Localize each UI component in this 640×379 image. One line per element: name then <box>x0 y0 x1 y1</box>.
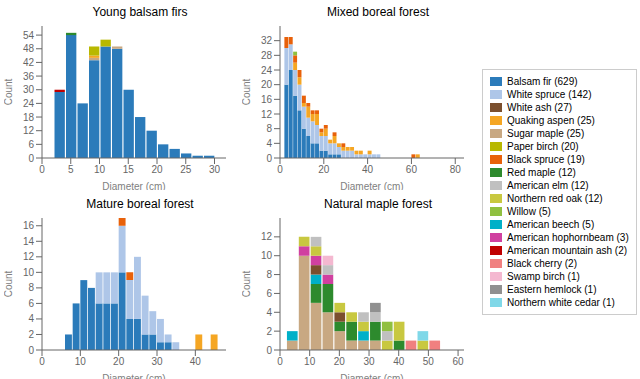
svg-text:0: 0 <box>39 164 45 175</box>
html-text:Quaking aspen (25): Quaking aspen (25) <box>507 114 595 126</box>
svg-text:Count: Count <box>8 270 14 297</box>
svg-text:6: 6 <box>266 288 272 299</box>
svg-text:Count: Count <box>242 78 252 105</box>
svg-text:2: 2 <box>28 329 34 340</box>
svg-text:Diameter (cm): Diameter (cm) <box>102 181 165 190</box>
html-text:White ash (27): White ash (27) <box>507 101 572 113</box>
svg-text:24: 24 <box>23 98 35 109</box>
svg-text:10: 10 <box>261 250 273 261</box>
html-text:Balsam fir (629): Balsam fir (629) <box>507 75 578 87</box>
html-text:Red maple (12): Red maple (12) <box>507 166 576 178</box>
svg-text:0: 0 <box>277 164 283 175</box>
svg-text:4: 4 <box>266 307 272 318</box>
svg-text:14: 14 <box>23 236 35 247</box>
svg-text:4: 4 <box>266 138 272 149</box>
svg-text:18: 18 <box>23 112 35 123</box>
svg-text:54: 54 <box>23 30 35 41</box>
svg-text:16: 16 <box>23 220 35 231</box>
html-text:White spruce (142): White spruce (142) <box>507 88 592 100</box>
svg-text:8: 8 <box>266 269 272 280</box>
svg-text:0: 0 <box>266 153 272 164</box>
svg-text:5: 5 <box>68 164 74 175</box>
html-text:American hophornbeam (3): American hophornbeam (3) <box>507 231 629 243</box>
svg-text:50: 50 <box>423 356 435 367</box>
svg-text:15: 15 <box>123 164 135 175</box>
html-text:Paper birch (20): Paper birch (20) <box>507 140 579 152</box>
html-text:American elm (12): American elm (12) <box>507 179 589 191</box>
svg-text:12: 12 <box>261 231 273 242</box>
html-text:American beech (5): American beech (5) <box>507 218 595 230</box>
svg-text:6: 6 <box>28 298 34 309</box>
svg-text:Count: Count <box>8 78 14 105</box>
svg-text:10: 10 <box>304 356 316 367</box>
svg-text:60: 60 <box>453 356 465 367</box>
svg-text:28: 28 <box>261 50 273 61</box>
html-text:Northern white cedar (1): Northern white cedar (1) <box>507 296 615 308</box>
svg-text:12: 12 <box>261 109 273 120</box>
svg-text:30: 30 <box>209 164 221 175</box>
svg-text:8: 8 <box>266 123 272 134</box>
svg-text:20: 20 <box>113 356 125 367</box>
html-text:Eastern hemlock (1): Eastern hemlock (1) <box>507 283 597 295</box>
svg-text:10: 10 <box>23 267 35 278</box>
svg-text:30: 30 <box>363 356 375 367</box>
svg-text:16: 16 <box>261 94 273 105</box>
svg-text:30: 30 <box>151 356 163 367</box>
svg-text:32: 32 <box>261 35 273 46</box>
svg-text:20: 20 <box>334 356 346 367</box>
svg-text:0: 0 <box>277 356 283 367</box>
svg-text:10: 10 <box>94 164 106 175</box>
svg-text:0: 0 <box>39 356 45 367</box>
svg-text:48: 48 <box>23 43 35 54</box>
svg-text:30: 30 <box>23 84 35 95</box>
svg-text:Diameter (cm): Diameter (cm) <box>340 373 403 379</box>
svg-text:2: 2 <box>266 326 272 337</box>
svg-text:0: 0 <box>28 153 34 164</box>
svg-text:36: 36 <box>23 71 35 82</box>
html-text:Black spruce (19): Black spruce (19) <box>507 153 585 165</box>
html-text:Natural maple forest: Natural maple forest <box>324 197 432 211</box>
html-text:Willow (5): Willow (5) <box>507 205 551 217</box>
svg-text:4: 4 <box>28 313 34 324</box>
svg-text:10: 10 <box>75 356 87 367</box>
svg-text:0: 0 <box>266 345 272 356</box>
svg-text:20: 20 <box>318 164 330 175</box>
svg-text:80: 80 <box>450 164 462 175</box>
svg-text:20: 20 <box>261 79 273 90</box>
html-text:Mixed boreal forest: Mixed boreal forest <box>327 5 429 19</box>
svg-text:20: 20 <box>151 164 163 175</box>
html-text:American mountain ash (2): American mountain ash (2) <box>507 244 628 256</box>
svg-text:40: 40 <box>190 356 202 367</box>
svg-text:Diameter (cm): Diameter (cm) <box>340 181 403 190</box>
svg-text:6: 6 <box>28 139 34 150</box>
svg-text:24: 24 <box>261 65 273 76</box>
svg-text:25: 25 <box>180 164 192 175</box>
svg-text:60: 60 <box>406 164 418 175</box>
html-text:Black cherry (2): Black cherry (2) <box>507 257 577 269</box>
svg-text:0: 0 <box>28 345 34 356</box>
svg-text:Count: Count <box>242 270 252 297</box>
svg-text:42: 42 <box>23 57 35 68</box>
html-text:Young balsam firs: Young balsam firs <box>92 5 188 19</box>
html-text:Swamp birch (1): Swamp birch (1) <box>507 270 580 282</box>
html-text:Sugar maple (25): Sugar maple (25) <box>507 127 585 139</box>
svg-text:40: 40 <box>362 164 374 175</box>
svg-text:40: 40 <box>393 356 405 367</box>
svg-text:12: 12 <box>23 125 35 136</box>
svg-text:12: 12 <box>23 251 35 262</box>
svg-text:Diameter (cm): Diameter (cm) <box>102 373 165 379</box>
html-text:Mature boreal forest: Mature boreal forest <box>86 197 194 211</box>
svg-text:8: 8 <box>28 282 34 293</box>
html-text:Northern red oak (12): Northern red oak (12) <box>507 192 603 204</box>
